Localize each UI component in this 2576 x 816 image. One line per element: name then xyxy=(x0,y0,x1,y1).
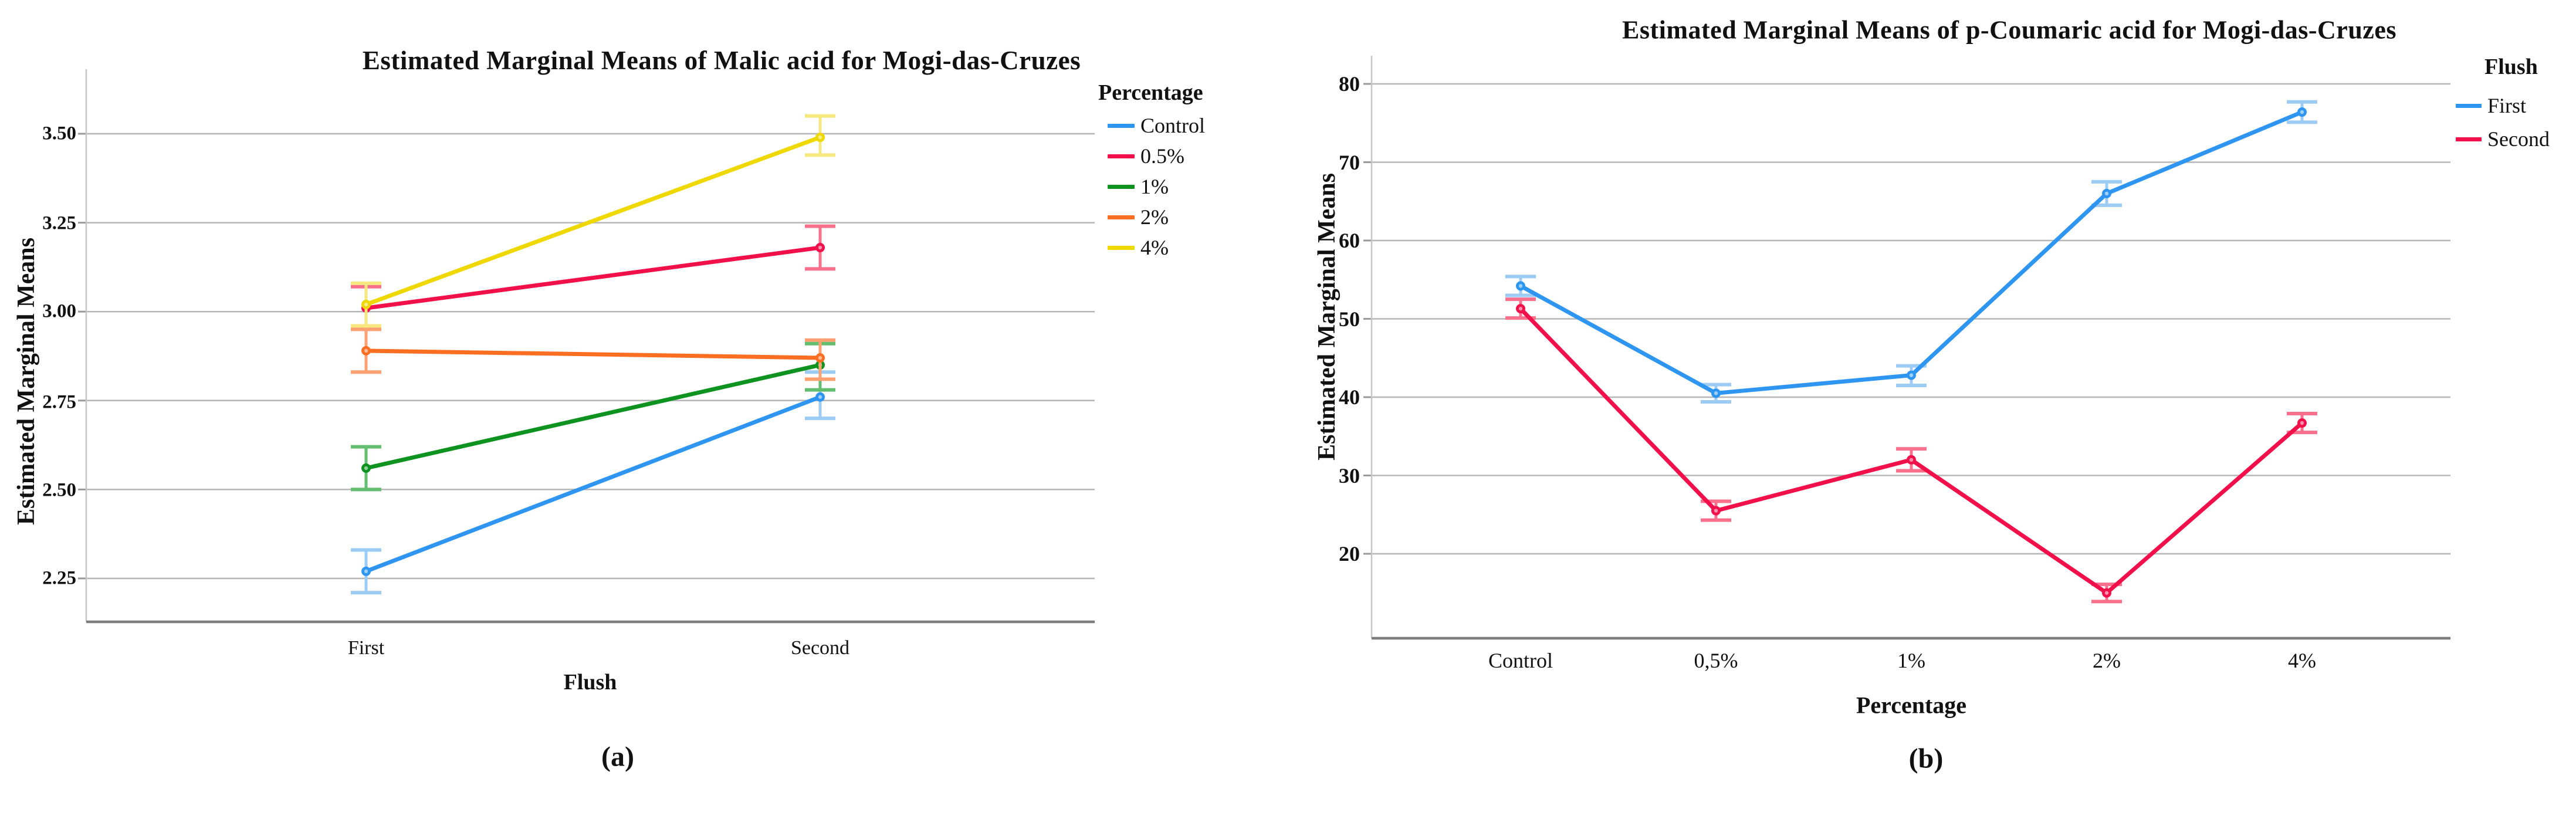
chart-b-title: Estimated Marginal Means of p-Coumaric a… xyxy=(1622,15,2396,45)
chart-a-ytick-2-50: 2.50 xyxy=(42,479,76,501)
chart-a-legend-swatch-2 xyxy=(1108,215,1135,219)
chart-a-legend-swatch-control xyxy=(1108,124,1135,128)
chart-a-legend-label-4: 4% xyxy=(1140,236,1169,259)
chart-a-legend-label-0-5: 0.5% xyxy=(1140,144,1184,168)
chart-b-xtick-2: 2% xyxy=(2093,649,2121,672)
chart-b-xtick-0-5: 0,5% xyxy=(1694,649,1738,672)
chart-b-ytick-20: 20 xyxy=(1339,542,1360,566)
chart-b-ytick-60: 60 xyxy=(1339,229,1360,252)
chart-b-legend-label-first: First xyxy=(2487,94,2527,117)
chart-a-ytick-3-00: 3.00 xyxy=(42,300,76,322)
chart-a-x-axis-title: Flush xyxy=(563,670,617,695)
chart-a-legend-label-control: Control xyxy=(1140,114,1206,137)
chart-b-legend-label-second: Second xyxy=(2487,127,2550,151)
panel-b-tag: (b) xyxy=(1908,743,1944,774)
chart-b-plot xyxy=(1363,56,2450,640)
chart-a-xtick-first: First xyxy=(347,637,385,659)
chart-b-legend-swatch-first xyxy=(2456,104,2482,108)
chart-a-ytick-2-75: 2.75 xyxy=(42,391,76,413)
chart-a-title: Estimated Marginal Means of Malic acid f… xyxy=(362,46,1081,75)
chart-b-legend-title: Flush xyxy=(2484,55,2538,79)
chart-b-xtick-control: Control xyxy=(1488,649,1553,672)
chart-a-legend-swatch-4 xyxy=(1108,246,1135,250)
chart-a-ytick-2-25: 2.25 xyxy=(42,567,76,589)
chart-b-ytick-40: 40 xyxy=(1339,385,1360,409)
chart-a-xtick-second: Second xyxy=(790,637,850,659)
chart-a-legend-swatch-1 xyxy=(1108,185,1135,189)
chart-b-ytick-80: 80 xyxy=(1339,72,1360,96)
chart-a-legend-label-2: 2% xyxy=(1140,205,1169,229)
chart-a-legend-label-1: 1% xyxy=(1140,175,1169,198)
chart-b-x-axis-title: Percentage xyxy=(1856,692,1967,719)
chart-a-legend-title: Percentage xyxy=(1098,80,1203,105)
chart-b-ytick-50: 50 xyxy=(1339,307,1360,331)
chart-a-ytick-3-25: 3.25 xyxy=(42,212,76,234)
chart-b-ytick-70: 70 xyxy=(1339,151,1360,174)
chart-b-ytick-30: 30 xyxy=(1339,464,1360,487)
chart-b-xtick-1: 1% xyxy=(1897,649,1925,672)
chart-b-legend-swatch-second xyxy=(2456,137,2482,141)
panel-a-tag: (a) xyxy=(601,741,634,773)
chart-b-xtick-4: 4% xyxy=(2288,649,2316,672)
chart-a-legend-swatch-0-5 xyxy=(1108,154,1135,158)
chart-a-plot xyxy=(78,69,1095,624)
chart-a-ytick-3-50: 3.50 xyxy=(42,123,76,144)
